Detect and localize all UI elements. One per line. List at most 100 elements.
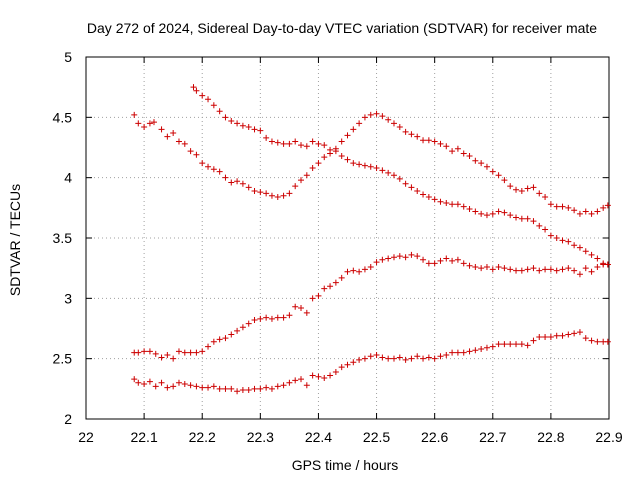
- data-point: [367, 353, 374, 360]
- data-point: [559, 237, 566, 244]
- data-point: [425, 260, 432, 267]
- data-point: [158, 126, 165, 133]
- data-point: [588, 337, 595, 344]
- data-point: [565, 204, 572, 211]
- data-point: [373, 165, 380, 172]
- data-point: [373, 259, 380, 266]
- data-point: [565, 238, 572, 245]
- data-point: [152, 350, 159, 357]
- data-point: [530, 218, 537, 225]
- data-point: [234, 120, 241, 127]
- data-point: [315, 292, 322, 299]
- data-point: [309, 372, 316, 379]
- data-point: [234, 178, 241, 185]
- data-point: [216, 108, 223, 115]
- data-point: [146, 348, 153, 355]
- data-point: [518, 215, 525, 222]
- data-point: [175, 348, 182, 355]
- data-point: [466, 152, 473, 159]
- data-point: [454, 201, 461, 208]
- data-point: [524, 215, 531, 222]
- data-point: [501, 209, 508, 216]
- data-point: [542, 226, 549, 233]
- data-point: [385, 255, 392, 262]
- data-point: [565, 331, 572, 338]
- data-point: [604, 202, 611, 209]
- data-point: [524, 185, 531, 192]
- data-point: [396, 123, 403, 130]
- data-point: [431, 196, 438, 203]
- data-point: [390, 254, 397, 261]
- data-point: [164, 352, 171, 359]
- data-point: [402, 128, 409, 135]
- data-point: [350, 267, 357, 274]
- data-point: [309, 295, 316, 302]
- data-point: [454, 349, 461, 356]
- data-point: [408, 131, 415, 138]
- data-point: [431, 355, 438, 362]
- data-point: [408, 355, 415, 362]
- data-point: [420, 137, 427, 144]
- data-point: [396, 175, 403, 182]
- data-point: [199, 348, 206, 355]
- data-point: [478, 160, 485, 167]
- data-point: [524, 342, 531, 349]
- data-point: [425, 137, 432, 144]
- data-point: [390, 355, 397, 362]
- data-point: [361, 162, 368, 169]
- x-tick-label: 22.9: [595, 429, 622, 445]
- data-point: [536, 222, 543, 229]
- data-point: [164, 133, 171, 140]
- data-point: [530, 337, 537, 344]
- data-point: [257, 315, 264, 322]
- data-point: [321, 154, 328, 161]
- data-point: [553, 267, 560, 274]
- data-point: [443, 200, 450, 207]
- data-point: [472, 157, 479, 164]
- data-point: [298, 376, 305, 383]
- data-point: [604, 338, 611, 345]
- data-point: [344, 156, 351, 163]
- data-point: [298, 142, 305, 149]
- data-point: [478, 346, 485, 353]
- data-point: [205, 384, 212, 391]
- data-point: [367, 111, 374, 118]
- data-point: [356, 161, 363, 168]
- data-point: [321, 374, 328, 381]
- data-point: [222, 335, 229, 342]
- data-point: [222, 385, 229, 392]
- data-point: [483, 344, 490, 351]
- y-tick-label: 3.5: [53, 230, 73, 246]
- data-point: [396, 253, 403, 260]
- data-point: [466, 206, 473, 213]
- data-point: [338, 152, 345, 159]
- data-point: [303, 172, 310, 179]
- data-point: [332, 145, 339, 152]
- data-point: [379, 167, 386, 174]
- data-point: [385, 169, 392, 176]
- data-point: [542, 266, 549, 273]
- data-point: [559, 266, 566, 273]
- data-point: [547, 266, 554, 273]
- data-point: [199, 160, 206, 167]
- data-point: [292, 303, 299, 310]
- data-point: [437, 353, 444, 360]
- data-point: [547, 201, 554, 208]
- data-point: [292, 138, 299, 145]
- data-point: [135, 120, 142, 127]
- data-point: [344, 132, 351, 139]
- x-tick-label: 22: [78, 429, 94, 445]
- data-point: [135, 349, 142, 356]
- data-point: [576, 244, 583, 251]
- data-point: [524, 266, 531, 273]
- data-point: [135, 379, 142, 386]
- data-point: [582, 265, 589, 272]
- data-point: [472, 208, 479, 215]
- data-point: [466, 348, 473, 355]
- data-point: [170, 130, 177, 137]
- data-point: [576, 271, 583, 278]
- data-point: [286, 140, 293, 147]
- data-point: [280, 140, 287, 147]
- x-tick-label: 22.2: [189, 429, 216, 445]
- data-point: [303, 309, 310, 316]
